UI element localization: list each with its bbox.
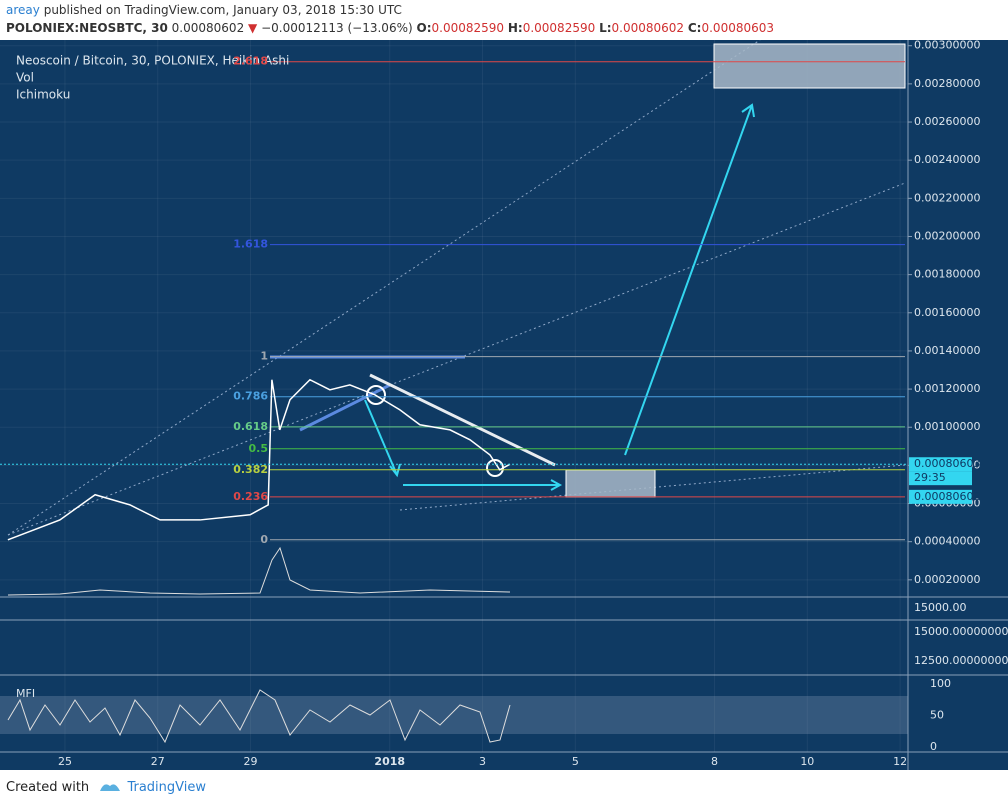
- author[interactable]: areay: [6, 3, 40, 17]
- chart: Neoscoin / Bitcoin, 30, POLONIEX, Heikin…: [0, 40, 1008, 770]
- created: Created with: [6, 780, 90, 795]
- published: published on TradingView.com, January 03…: [43, 3, 402, 17]
- logo: [100, 784, 121, 791]
- last: 0.00080602: [171, 21, 245, 35]
- resistance-line: [369, 373, 556, 467]
- x-tick-label: 27: [151, 755, 165, 768]
- mfi-tick-label: 0: [930, 740, 937, 753]
- pane-tick: 15000.00000000: [914, 625, 1008, 638]
- y-tick-label: 0.00260000: [914, 115, 980, 128]
- target-box: [565, 469, 656, 498]
- y-tick-label: 0.00120000: [914, 382, 980, 395]
- legend-vol: Vol: [16, 71, 34, 85]
- fib-label: 2.618: [233, 55, 268, 68]
- price-label-bg: [909, 457, 972, 472]
- price-line: [7, 378, 511, 541]
- target-box: [713, 43, 906, 89]
- x-tick-label: 5: [572, 755, 579, 768]
- legend-title: Neoscoin / Bitcoin, 30, POLONIEX, Heikin…: [16, 54, 289, 68]
- mfi-tick-label: 50: [930, 709, 944, 722]
- l-label: L:: [599, 21, 612, 35]
- y-tick-label: 0.00200000: [914, 229, 980, 242]
- x-tick-label: 25: [58, 755, 72, 768]
- mfi-band: [0, 696, 908, 734]
- change: −0.00012113 (−13.06%): [261, 21, 413, 35]
- y-tick-label: 0.00140000: [914, 344, 980, 357]
- c-label: C:: [687, 21, 702, 35]
- y-tick-label: 0.00220000: [914, 191, 980, 204]
- price-label-bg: [909, 489, 972, 504]
- h: 0.00082590: [522, 21, 596, 35]
- fib-label: 0.786: [233, 390, 268, 403]
- y-tick-label: 0.00180000: [914, 268, 980, 281]
- trend-dotted: [7, 40, 761, 536]
- footer: Created with TradingView: [6, 780, 206, 795]
- price-label-bg: [909, 471, 972, 486]
- header-line-1: areay published on TradingView.com, Janu…: [6, 3, 402, 17]
- legend-ichimoku: Ichimoku: [16, 88, 70, 102]
- fib-label: 0.618: [233, 420, 268, 433]
- circle-marker: [366, 385, 386, 405]
- y-tick-label: 0.00280000: [914, 77, 980, 90]
- h-label: H:: [507, 21, 523, 35]
- x-tick-label: 2018: [374, 755, 405, 768]
- arrow: [364, 399, 398, 476]
- pane-tick: 12500.00000000: [914, 654, 1008, 667]
- price-label: 0.00080603: [914, 457, 980, 470]
- price-label: 29:35: [914, 471, 946, 484]
- legend-mfi: MFI: [16, 687, 35, 700]
- price-label: 0.00080602: [914, 490, 980, 503]
- marks: [0, 61, 908, 541]
- o-label: O:: [416, 21, 432, 35]
- x-tick-label: 12: [893, 755, 907, 768]
- arrow-head: [741, 103, 755, 118]
- trend-dotted: [7, 182, 906, 536]
- symbol: POLONIEX:NEOSBTC, 30: [6, 21, 168, 35]
- triangle-line: [299, 383, 391, 432]
- y-tick-label: 0.00100000: [914, 420, 980, 433]
- fib-label: 1: [260, 350, 268, 363]
- vol-tick: 15000.00: [914, 601, 967, 614]
- c: 0.00080603: [701, 21, 775, 35]
- background: [0, 40, 1008, 770]
- l: 0.00080602: [611, 21, 685, 35]
- y-tick-label: 0.00040000: [914, 535, 980, 548]
- header-line-2: POLONIEX:NEOSBTC, 30 0.00080602 ▼ −0.000…: [6, 21, 774, 35]
- fib-label: 0.5: [249, 442, 269, 455]
- arrow-head: [389, 463, 401, 478]
- arrow: ▼: [248, 21, 258, 35]
- volume-outline: [7, 546, 511, 596]
- y-tick-label: 0.00300000: [914, 40, 980, 52]
- fib-label: 1.618: [233, 238, 268, 251]
- y-tick-label: 0.00240000: [914, 153, 980, 166]
- x-tick-label: 8: [711, 755, 718, 768]
- x-tick-label: 10: [800, 755, 814, 768]
- fib-label: 0.236: [233, 490, 268, 503]
- mfi-line: [7, 689, 511, 744]
- o: 0.00082590: [431, 21, 505, 35]
- fib-label: 0: [260, 533, 268, 546]
- arrow-head: [550, 479, 563, 491]
- mfi-tick-label: 100: [930, 677, 951, 690]
- y-tick-label: 0.00160000: [914, 306, 980, 319]
- fib-label: 0.382: [233, 463, 268, 476]
- x-tick-label: 3: [479, 755, 486, 768]
- brand[interactable]: TradingView: [127, 780, 206, 795]
- y-tick-label: 0.00020000: [914, 573, 980, 586]
- x-tick-label: 29: [244, 755, 258, 768]
